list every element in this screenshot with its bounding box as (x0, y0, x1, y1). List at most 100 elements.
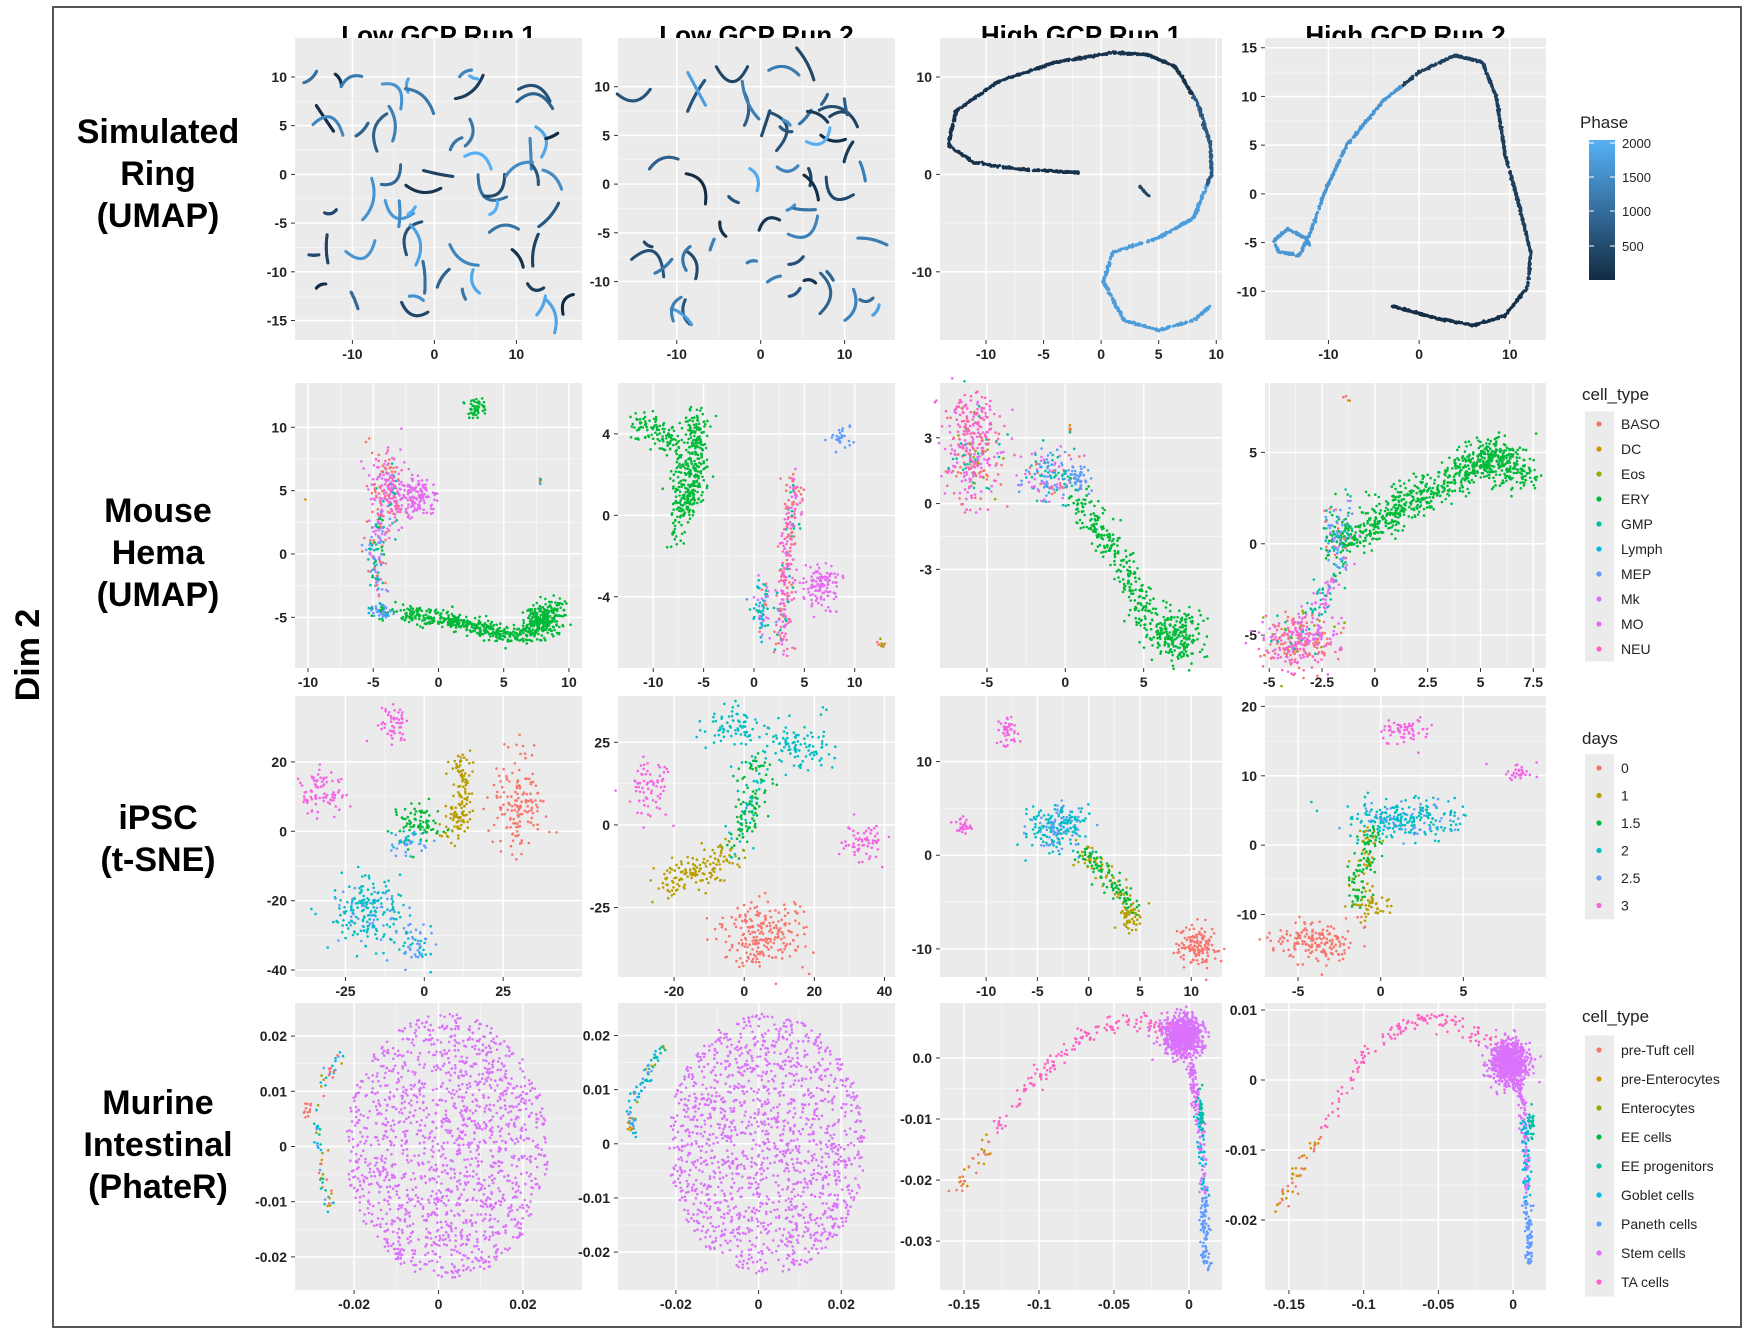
data-point (543, 294, 547, 298)
data-point (317, 253, 321, 257)
x-tick-label: -10 (667, 346, 687, 362)
data-point (380, 82, 384, 86)
data-point (778, 218, 782, 222)
data-point (851, 140, 855, 144)
data-point (544, 298, 548, 301)
data-point (448, 243, 452, 246)
y-tick-label: 0 (602, 176, 610, 192)
data-point (748, 167, 752, 171)
data-points (302, 68, 575, 335)
data-point (413, 205, 417, 209)
data-point (781, 118, 785, 122)
data-point (686, 71, 690, 74)
y-tick-label: 10 (594, 79, 610, 95)
data-point (630, 257, 634, 261)
data-point (793, 203, 797, 207)
data-point (712, 237, 716, 241)
row-title-4-line-3: (PhateR) (88, 1168, 228, 1206)
data-point (684, 172, 688, 176)
data-point (802, 173, 806, 177)
data-point (422, 169, 425, 172)
data-point (333, 72, 337, 76)
data-point (826, 92, 829, 96)
y-tick-label: -10 (267, 264, 287, 280)
row-title-2-line-1: Mouse (104, 492, 212, 530)
data-point (385, 112, 389, 116)
row-title-3-line-2: (t-SNE) (100, 841, 215, 879)
y-tick-label: -10 (590, 274, 610, 290)
data-point (325, 233, 329, 237)
data-point (746, 65, 750, 69)
data-point (795, 46, 799, 50)
data-point (755, 259, 759, 263)
data-point (383, 198, 387, 202)
y-tick-label: 5 (602, 127, 610, 143)
data-point (400, 300, 404, 304)
data-point (531, 160, 534, 164)
data-point (366, 121, 370, 125)
data-point (858, 160, 862, 164)
data-point (828, 115, 832, 119)
data-point (541, 168, 545, 172)
y-tick-label: -15 (267, 313, 287, 329)
data-point (670, 257, 674, 261)
data-point (334, 208, 338, 212)
row-title-4-line-2: Intestinal (83, 1126, 232, 1164)
data-point (556, 131, 560, 135)
data-point (463, 154, 467, 158)
data-point (801, 255, 805, 259)
row-title-3-line-1: iPSC (118, 799, 197, 837)
data-point (315, 69, 319, 73)
data-point (825, 270, 829, 273)
row-title-2-line-2: Hema (112, 534, 206, 572)
data-point (399, 163, 403, 167)
data-point (468, 117, 472, 121)
data-point (373, 239, 377, 243)
data-point (819, 271, 822, 275)
data-point (852, 287, 855, 291)
data-point (536, 232, 540, 236)
x-tick-label: 10 (509, 346, 525, 362)
data-point (805, 110, 809, 113)
data-point (460, 136, 464, 140)
data-point (807, 167, 810, 170)
data-point (360, 74, 364, 78)
y-tick-label: 10 (271, 69, 287, 85)
x-tick-label: 0 (757, 346, 765, 362)
row-title-1-line-3: (UMAP) (97, 197, 220, 235)
data-point (683, 298, 687, 302)
data-point (397, 199, 401, 203)
data-point (767, 68, 771, 72)
data-point (314, 104, 318, 107)
data-point (408, 223, 412, 227)
data-point (406, 77, 410, 81)
data-point (856, 236, 860, 240)
data-point (819, 133, 823, 137)
data-point (447, 267, 451, 271)
x-tick-label: -10 (342, 346, 362, 362)
data-point (370, 176, 374, 180)
row-title-1-line-2: Ring (120, 155, 196, 193)
data-point (471, 268, 475, 272)
data-point (817, 108, 821, 112)
x-tick-label: 0 (431, 346, 439, 362)
data-point (727, 195, 731, 198)
row-title-1-line-1: Simulated (77, 113, 239, 151)
data-point (571, 293, 575, 296)
data-point (517, 227, 520, 231)
data-point (515, 100, 519, 104)
data-point (642, 240, 646, 244)
data-point (481, 73, 485, 77)
data-point (779, 274, 782, 278)
data-point (842, 97, 846, 101)
data-point (688, 245, 692, 248)
data-point (349, 290, 353, 294)
data-point (324, 282, 328, 286)
figure-frame (52, 6, 1742, 1328)
data-point (802, 279, 806, 283)
data-point (496, 199, 499, 203)
y-tick-label: -5 (598, 225, 611, 241)
